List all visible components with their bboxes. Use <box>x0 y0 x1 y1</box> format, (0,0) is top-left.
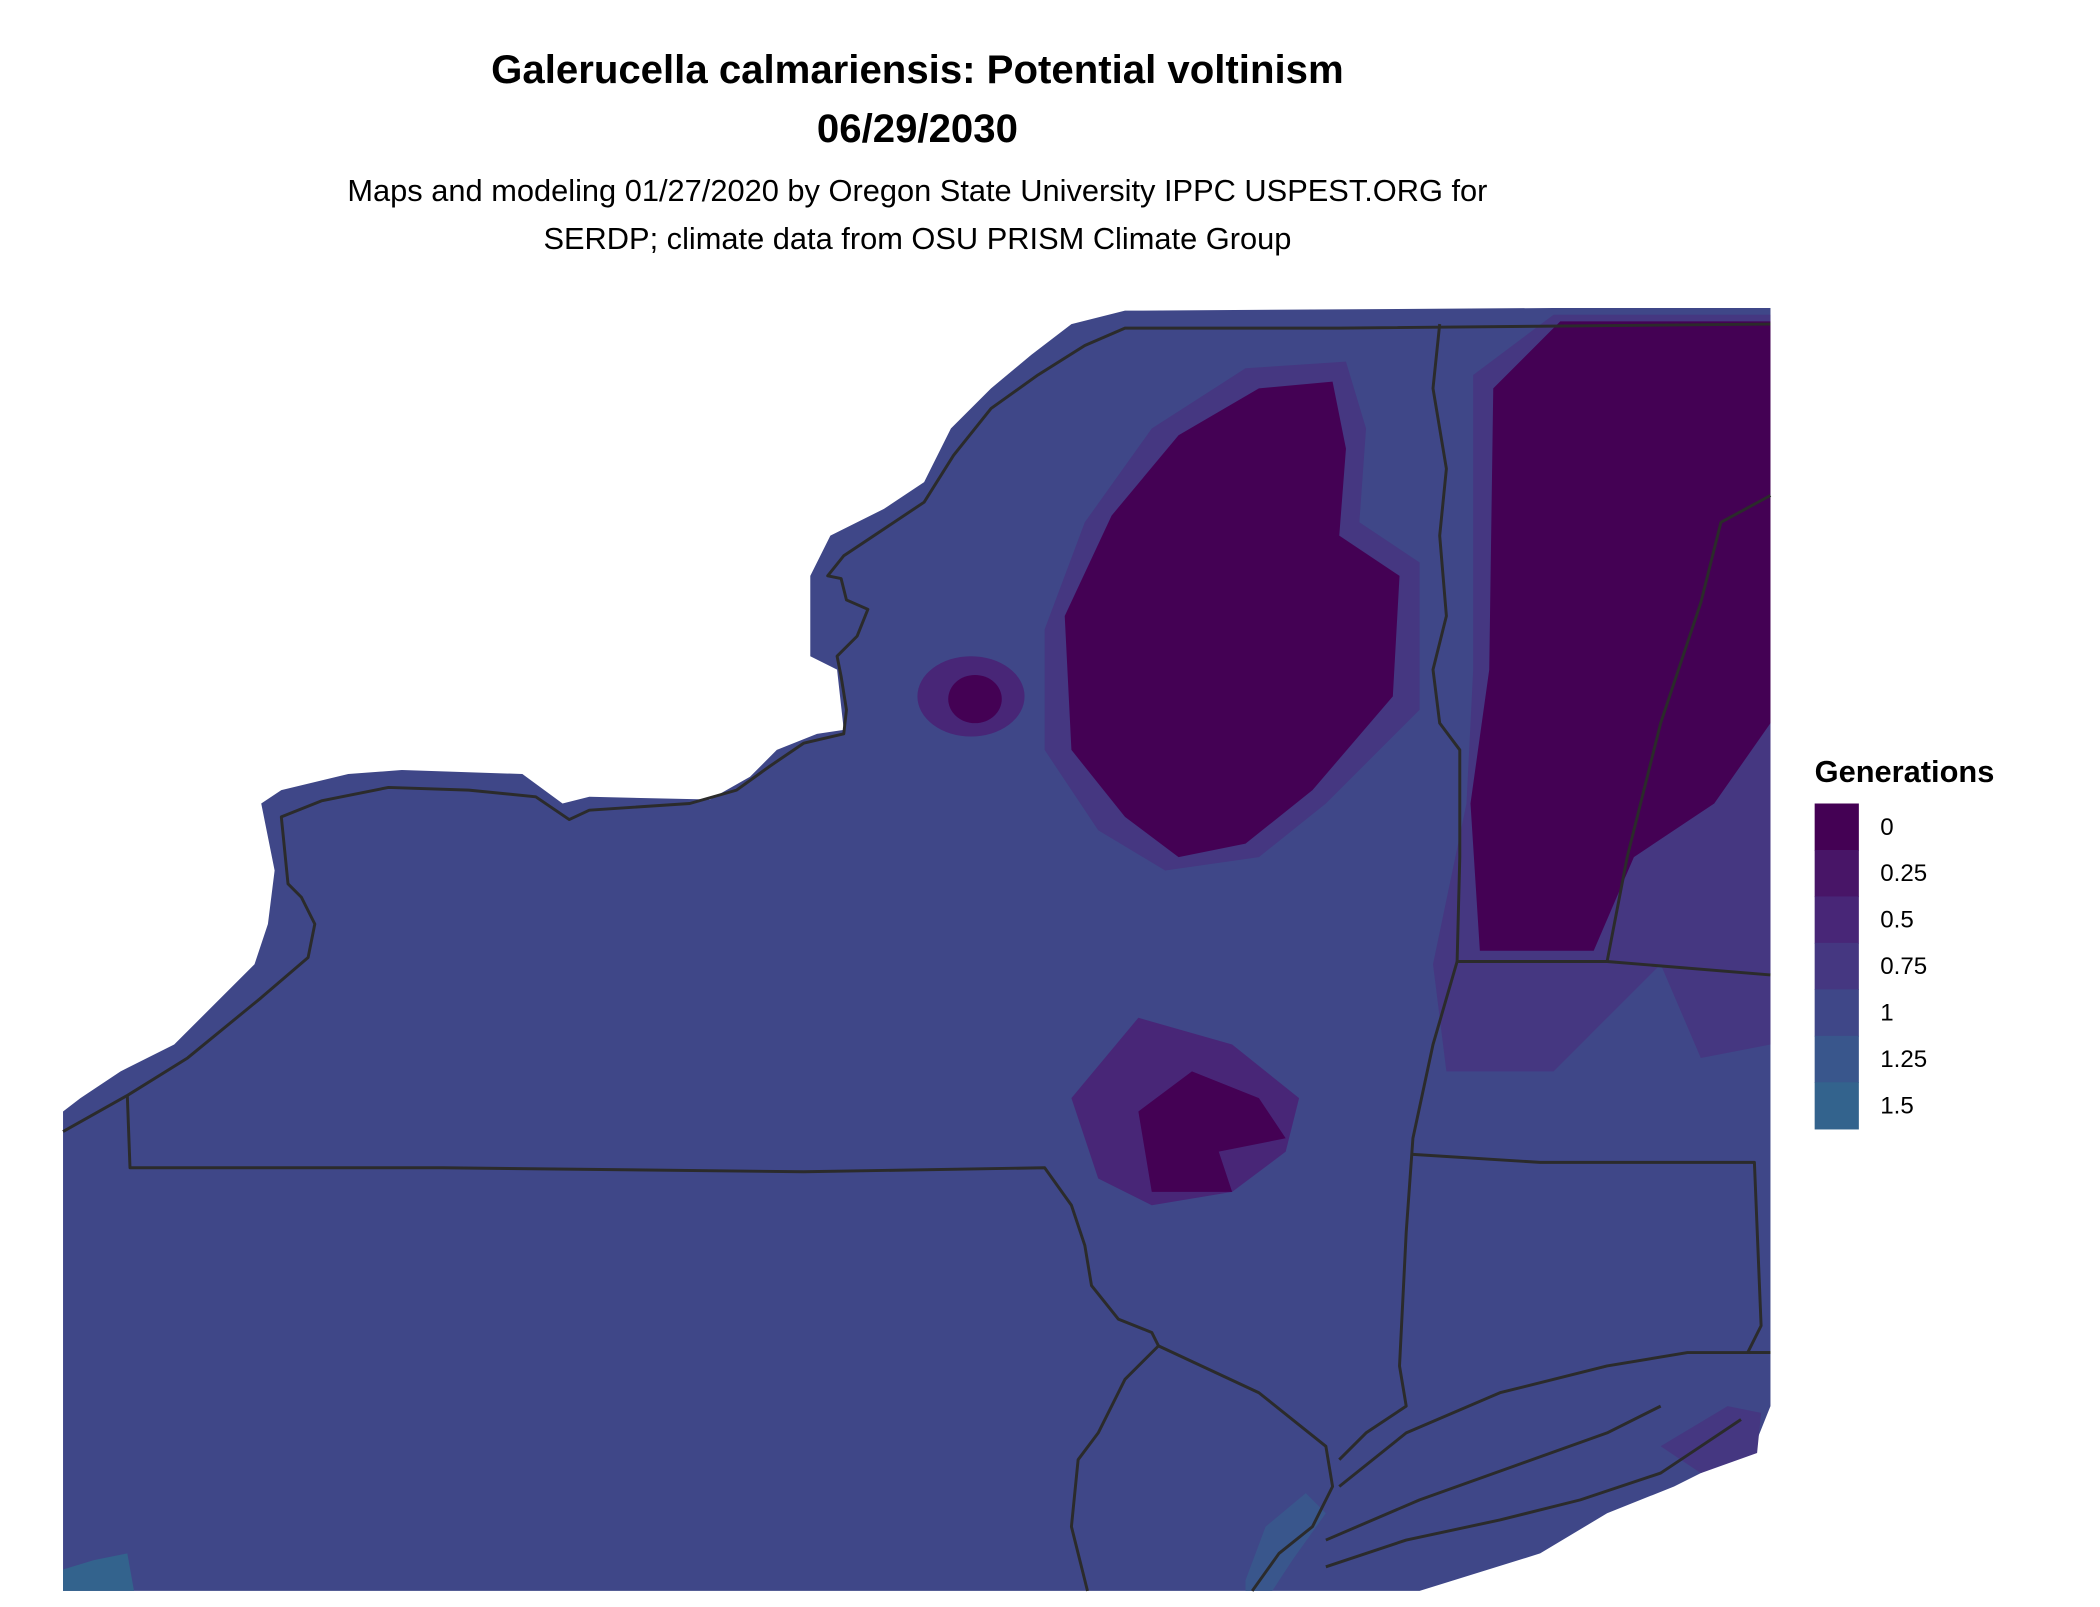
legend-label: 1.5 <box>1880 1093 1913 1120</box>
subtitle-line-1: Maps and modeling 01/27/2020 by Oregon S… <box>347 173 1487 208</box>
raster-generations-1.25 <box>1245 1493 1326 1591</box>
raster-generations-0 <box>1470 321 1771 951</box>
raster-generations-0 <box>1064 381 1400 858</box>
subtitle-line-2: SERDP; climate data from OSU PRISM Clima… <box>543 221 1291 256</box>
legend-swatch <box>1814 896 1859 944</box>
raster-generations-0 <box>948 674 1002 724</box>
legend-swatch <box>1814 942 1859 991</box>
legend-swatch <box>1814 1082 1859 1130</box>
legend-swatch <box>1814 849 1859 898</box>
legend-label: 1.25 <box>1880 1046 1927 1073</box>
legend-label: 0.25 <box>1880 860 1927 887</box>
title-line-2: 06/29/2030 <box>817 106 1018 151</box>
legend-label: 0.5 <box>1880 907 1913 934</box>
raster-generations-1.5 <box>63 1553 135 1591</box>
state-borders <box>62 322 1772 1592</box>
legend-swatch <box>1814 989 1859 1037</box>
raster-generations-0 <box>1138 1071 1286 1192</box>
legend-label: 0 <box>1880 814 1893 841</box>
legend-label: 1 <box>1880 1000 1893 1027</box>
legend-label: 0.75 <box>1880 953 1927 980</box>
map-panel <box>62 308 1772 1592</box>
legend-title: Generations <box>1815 754 1995 789</box>
title-line-1: Galerucella calmariensis: Potential volt… <box>491 47 1344 92</box>
legend-swatch <box>1814 803 1859 851</box>
legend-swatch <box>1814 1035 1859 1083</box>
legend: Generations 0 0.25 0.5 0.75 1 1.25 1.5 <box>1814 754 1995 1130</box>
